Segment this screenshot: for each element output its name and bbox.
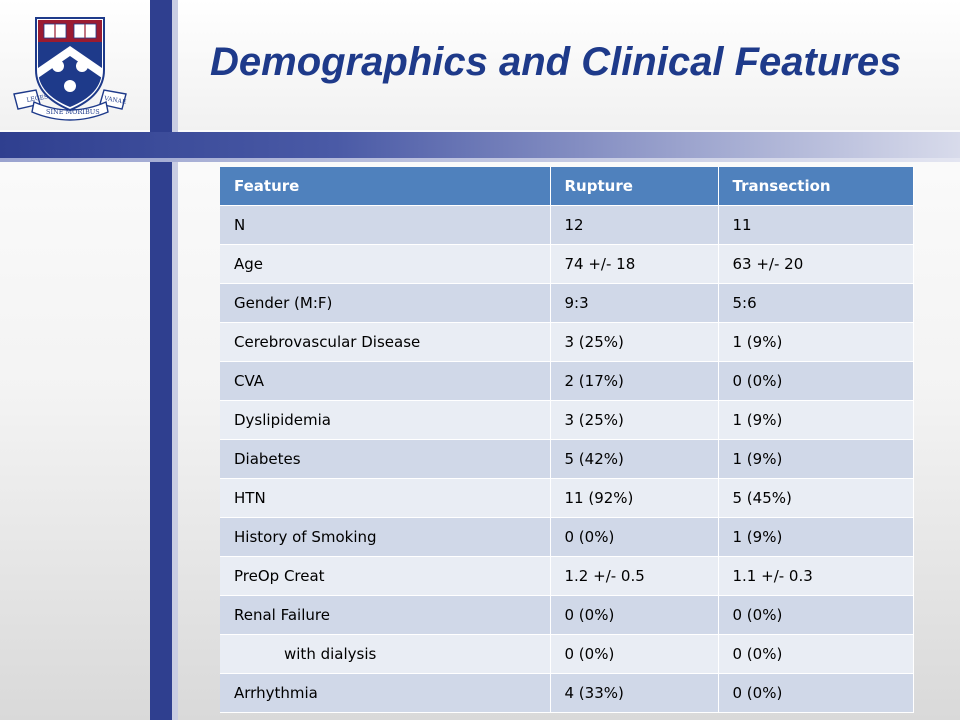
transection-cell: 11 — [718, 205, 914, 245]
transection-cell: 5 (45%) — [718, 478, 914, 518]
table-row: Dyslipidemia 3 (25%) 1 (9%) — [220, 400, 914, 440]
column-header-rupture: Rupture — [550, 167, 719, 206]
feature-cell: HTN — [220, 478, 551, 518]
feature-cell: CVA — [220, 361, 551, 401]
rupture-cell: 3 (25%) — [550, 400, 719, 440]
horizontal-accent-bar — [0, 132, 960, 158]
transection-cell: 1 (9%) — [718, 400, 914, 440]
table-row: Renal Failure 0 (0%) 0 (0%) — [220, 595, 914, 635]
transection-cell: 1.1 +/- 0.3 — [718, 556, 914, 596]
rupture-cell: 3 (25%) — [550, 322, 719, 362]
table-row: Gender (M:F) 9:3 5:6 — [220, 283, 914, 323]
rupture-cell: 1.2 +/- 0.5 — [550, 556, 719, 596]
table-row: Arrhythmia 4 (33%) 0 (0%) — [220, 673, 914, 713]
transection-cell: 0 (0%) — [718, 673, 914, 713]
motto-text: SINE MORIBUS — [46, 108, 100, 116]
features-table: Feature Rupture Transection N 12 11 Age … — [220, 167, 914, 713]
table-row: CVA 2 (17%) 0 (0%) — [220, 361, 914, 401]
feature-cell: PreOp Creat — [220, 556, 551, 596]
table-row: PreOp Creat 1.2 +/- 0.5 1.1 +/- 0.3 — [220, 556, 914, 596]
table-row: Cerebrovascular Disease 3 (25%) 1 (9%) — [220, 322, 914, 362]
rupture-cell: 0 (0%) — [550, 595, 719, 635]
slide-title: Demographics and Clinical Features — [210, 40, 902, 84]
rupture-cell: 5 (42%) — [550, 439, 719, 479]
rupture-cell: 4 (33%) — [550, 673, 719, 713]
transection-cell: 1 (9%) — [718, 322, 914, 362]
feature-cell: History of Smoking — [220, 517, 551, 557]
rupture-cell: 12 — [550, 205, 719, 245]
transection-cell: 0 (0%) — [718, 595, 914, 635]
column-header-feature: Feature — [220, 167, 551, 206]
column-header-transection: Transection — [718, 167, 914, 206]
vertical-accent-stripe — [172, 0, 178, 720]
feature-cell: with dialysis — [220, 634, 551, 674]
table-row: HTN 11 (92%) 5 (45%) — [220, 478, 914, 518]
rupture-cell: 11 (92%) — [550, 478, 719, 518]
feature-cell: Cerebrovascular Disease — [220, 322, 551, 362]
transection-cell: 0 (0%) — [718, 634, 914, 674]
rupture-cell: 74 +/- 18 — [550, 244, 719, 284]
ribbon-left-text: LEGES — [26, 93, 49, 104]
transection-cell: 63 +/- 20 — [718, 244, 914, 284]
table-row: with dialysis 0 (0%) 0 (0%) — [220, 634, 914, 674]
transection-cell: 0 (0%) — [718, 361, 914, 401]
table-row: Diabetes 5 (42%) 1 (9%) — [220, 439, 914, 479]
table-row: History of Smoking 0 (0%) 1 (9%) — [220, 517, 914, 557]
rupture-cell: 0 (0%) — [550, 634, 719, 674]
transection-cell: 5:6 — [718, 283, 914, 323]
university-shield-icon: LEGES VANAE SINE MORIBUS — [13, 17, 127, 121]
transection-cell: 1 (9%) — [718, 439, 914, 479]
rupture-cell: 2 (17%) — [550, 361, 719, 401]
horizontal-accent-stripe — [0, 158, 960, 162]
table-header-row: Feature Rupture Transection — [220, 167, 914, 206]
feature-cell: Arrhythmia — [220, 673, 551, 713]
table-row: Age 74 +/- 18 63 +/- 20 — [220, 244, 914, 284]
table-row: N 12 11 — [220, 205, 914, 245]
feature-cell: Renal Failure — [220, 595, 551, 635]
ribbon-right-text: VANAE — [103, 95, 127, 106]
feature-cell: Diabetes — [220, 439, 551, 479]
feature-cell: Gender (M:F) — [220, 283, 551, 323]
feature-cell: N — [220, 205, 551, 245]
transection-cell: 1 (9%) — [718, 517, 914, 557]
rupture-cell: 0 (0%) — [550, 517, 719, 557]
feature-cell: Dyslipidemia — [220, 400, 551, 440]
rupture-cell: 9:3 — [550, 283, 719, 323]
vertical-accent-bar — [150, 0, 172, 720]
feature-cell: Age — [220, 244, 551, 284]
